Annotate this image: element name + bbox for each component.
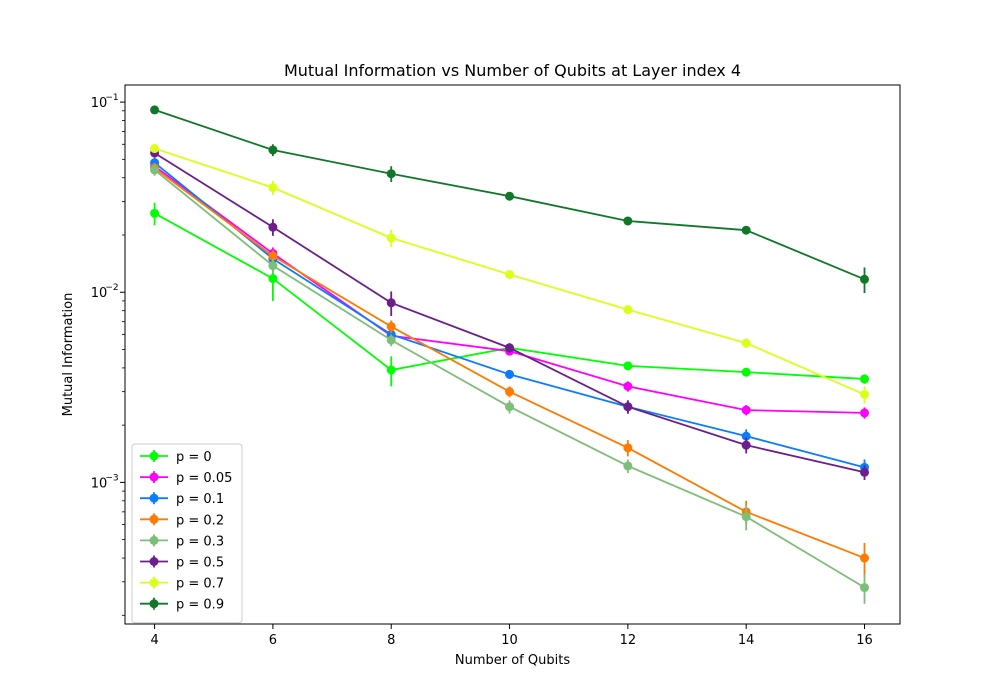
x-tick-label: 8 [387, 633, 395, 648]
legend-label: p = 0.5 [176, 556, 224, 571]
legend-label: p = 0 [176, 450, 212, 465]
legend-label: p = 0.05 [176, 471, 232, 486]
data-point [386, 298, 396, 308]
data-point [860, 274, 870, 284]
data-point [860, 389, 870, 399]
legend-label: p = 0.7 [176, 577, 224, 592]
series-group [150, 164, 870, 604]
legend-entry: p = 0.2 [140, 513, 224, 528]
data-point [623, 381, 633, 391]
data-point [741, 225, 751, 235]
legend-label: p = 0.3 [176, 534, 224, 549]
legend-entry: p = 0.7 [140, 576, 224, 592]
x-tick-label: 4 [150, 633, 158, 648]
data-point [386, 322, 396, 332]
series-group [150, 148, 870, 480]
legend-label: p = 0.2 [176, 513, 224, 528]
data-point [505, 343, 515, 353]
legend-entry: p = 0 [140, 450, 212, 465]
legend-entry: p = 0.9 [140, 597, 224, 613]
legend-marker [149, 493, 159, 503]
data-point [741, 405, 751, 415]
data-point [741, 338, 751, 348]
data-point [741, 440, 751, 450]
legend-label: p = 0.9 [176, 598, 224, 613]
legend-marker [149, 514, 159, 524]
data-point [268, 222, 278, 232]
legend-entry: p = 0.05 [140, 471, 232, 486]
x-tick-label: 16 [856, 633, 873, 648]
legend-marker [149, 451, 159, 461]
y-tick-label: 10 [91, 96, 108, 111]
data-point [505, 387, 515, 397]
axes-frame [124, 84, 901, 625]
data-point [150, 165, 160, 175]
legend-marker [149, 578, 159, 588]
data-point [268, 261, 278, 271]
x-tick-label: 6 [269, 633, 277, 648]
legend: p = 0 p = 0.05 p = 0.1 p = 0.2 p = 0.3 p = 0.… [131, 443, 243, 624]
data-point [268, 183, 278, 193]
data-point [860, 583, 870, 593]
data-point [623, 305, 633, 315]
chart-title: Mutual Information vs Number of Qubits a… [284, 61, 741, 80]
data-point [268, 274, 278, 284]
data-point [386, 365, 396, 375]
data-point [741, 512, 751, 522]
y-tick-exponent: −3 [105, 473, 118, 483]
data-point [386, 169, 396, 179]
legend-marker [149, 535, 159, 545]
data-point [505, 402, 515, 412]
data-point [860, 374, 870, 384]
legend-entry: p = 0.3 [140, 534, 224, 549]
legend-marker [149, 557, 159, 566]
data-point [741, 431, 751, 441]
legend-label: p = 0.1 [176, 492, 224, 507]
data-point [623, 216, 633, 226]
y-tick-exponent: −2 [105, 283, 118, 293]
data-point [268, 251, 278, 261]
data-point [623, 461, 633, 471]
x-tick-label: 10 [501, 633, 518, 648]
x-tick-label: 14 [738, 633, 755, 648]
data-point [386, 233, 396, 243]
data-point [505, 191, 515, 201]
data-point [268, 145, 278, 155]
data-point [623, 361, 633, 371]
y-tick-label: 10 [91, 476, 108, 491]
x-tick-label: 12 [620, 633, 637, 648]
y-tick-exponent: −1 [105, 93, 118, 103]
y-tick-label: 10 [91, 286, 108, 301]
data-point [505, 269, 515, 279]
data-point [150, 144, 160, 154]
legend-marker [149, 472, 159, 482]
data-point [860, 408, 870, 418]
data-point [505, 369, 515, 379]
data-point [150, 105, 160, 115]
data-point [150, 208, 160, 218]
data-point [386, 335, 396, 345]
legend-marker [149, 599, 159, 609]
data-point [623, 443, 633, 453]
y-axis-label: Mutual Information [61, 293, 76, 417]
series-group [150, 105, 870, 294]
data-point [741, 367, 751, 377]
series-group [150, 144, 870, 404]
legend-entry: p = 0.5 [140, 555, 224, 571]
data-point [860, 553, 870, 563]
legend-frame [131, 443, 243, 624]
plot-area [150, 105, 870, 604]
data-point [860, 467, 870, 477]
data-point [623, 402, 633, 412]
x-axis-label: Number of Qubits [455, 653, 570, 668]
legend-entry: p = 0.1 [140, 492, 224, 507]
